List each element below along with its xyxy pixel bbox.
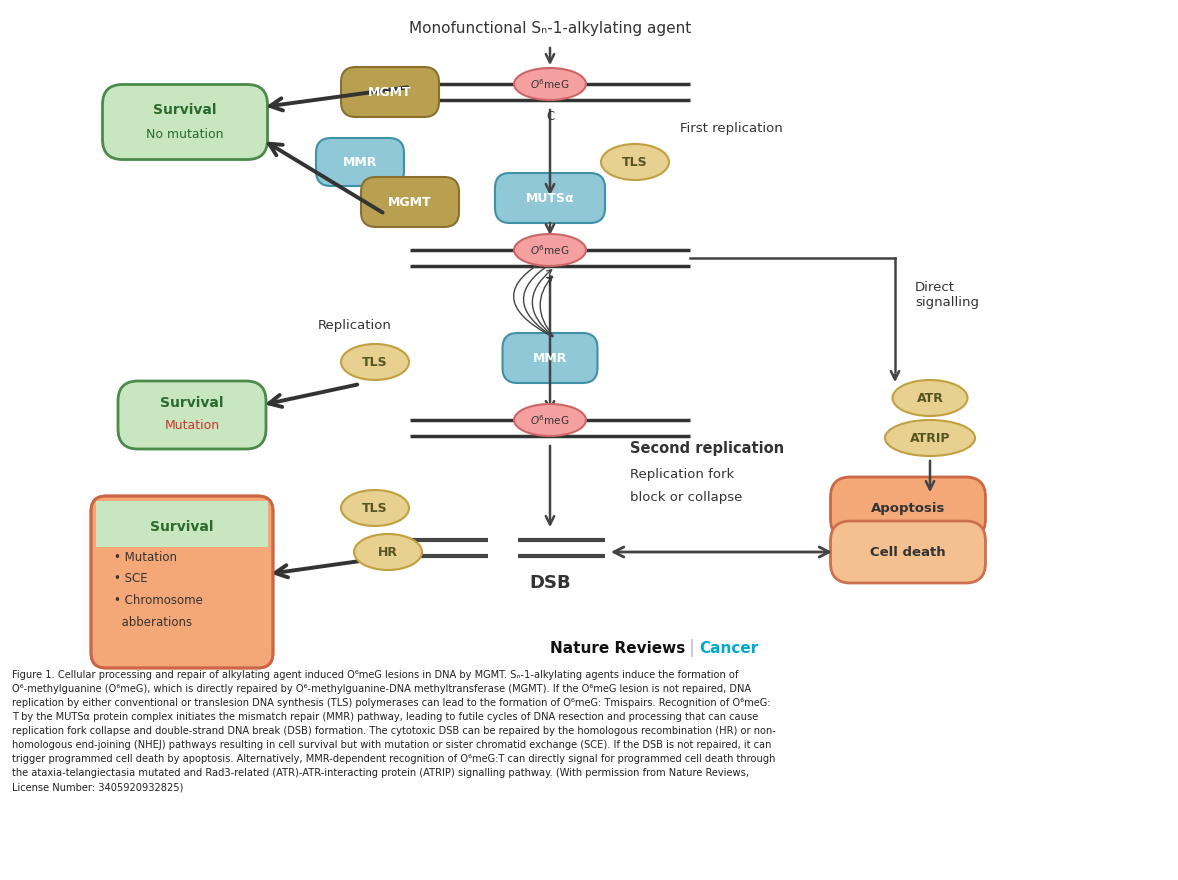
Text: Survival: Survival [151,520,213,534]
Text: ATR: ATR [916,392,944,405]
Ellipse shape [355,534,422,570]
Text: DSB: DSB [529,574,571,592]
Text: Cell death: Cell death [871,546,946,559]
Text: TLS: TLS [622,156,648,168]
Text: T: T [547,275,554,289]
FancyBboxPatch shape [316,138,404,186]
Text: Direct
signalling: Direct signalling [915,281,979,309]
Text: block or collapse: block or collapse [630,490,742,503]
Text: TLS: TLS [362,356,388,369]
Text: abberations: abberations [114,615,192,628]
Text: |: | [689,639,695,657]
Text: Replication fork: Replication fork [630,467,734,480]
Text: MMR: MMR [532,351,567,364]
Ellipse shape [601,144,669,180]
Text: Survival: Survival [153,103,217,117]
Text: Figure 1. Cellular processing and repair of alkylating agent induced O⁶meG lesio: Figure 1. Cellular processing and repair… [12,670,776,792]
Text: ATRIP: ATRIP [909,431,951,444]
Text: MMR: MMR [343,156,377,168]
Bar [95,501,269,547]
Text: No mutation: No mutation [146,128,224,141]
Text: MGMT: MGMT [389,195,432,209]
FancyBboxPatch shape [340,67,439,117]
FancyBboxPatch shape [118,381,266,449]
FancyBboxPatch shape [360,177,459,227]
Text: First replication: First replication [680,121,782,135]
Text: TLS: TLS [362,502,388,515]
Ellipse shape [885,420,975,456]
Ellipse shape [340,344,409,380]
Text: Nature Reviews: Nature Reviews [550,641,684,656]
Text: $O^6$meG: $O^6$meG [530,243,570,257]
Text: Apoptosis: Apoptosis [871,502,945,515]
Text: Cancer: Cancer [699,641,759,656]
Ellipse shape [514,68,585,100]
Text: Mutation: Mutation [165,419,219,431]
FancyBboxPatch shape [830,521,986,583]
Ellipse shape [514,404,585,436]
Text: MGMT: MGMT [369,85,412,99]
Text: C: C [545,109,554,122]
Text: Monofunctional Sₙ-1-alkylating agent: Monofunctional Sₙ-1-alkylating agent [409,20,691,35]
Text: Second replication: Second replication [630,441,785,456]
Text: $O^6$meG: $O^6$meG [530,413,570,427]
FancyBboxPatch shape [495,173,605,223]
FancyBboxPatch shape [830,477,986,539]
Text: • Chromosome: • Chromosome [114,593,203,606]
Text: MUTSα: MUTSα [525,192,575,204]
Text: • SCE: • SCE [114,571,147,584]
Text: Survival: Survival [160,396,224,410]
Text: • Mutation: • Mutation [114,551,177,563]
Text: $O^6$meG: $O^6$meG [530,77,570,91]
Ellipse shape [514,234,585,266]
Text: HR: HR [378,546,398,559]
Text: Replication: Replication [318,319,392,332]
Ellipse shape [893,380,967,416]
Ellipse shape [340,490,409,526]
FancyBboxPatch shape [503,333,597,383]
FancyBboxPatch shape [91,496,273,668]
FancyBboxPatch shape [102,84,267,159]
